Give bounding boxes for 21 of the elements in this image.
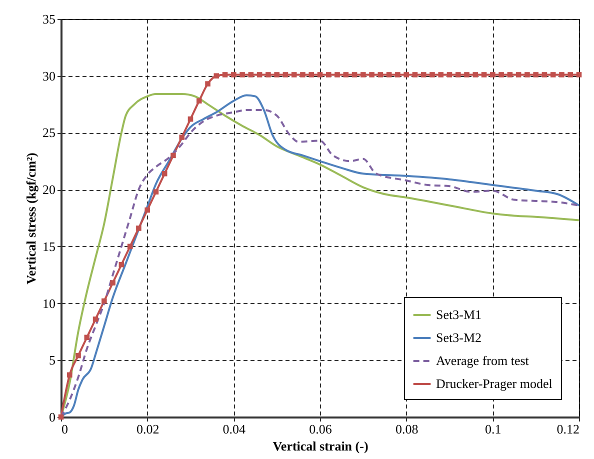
x-tick-label: 0.04 xyxy=(222,422,246,436)
legend-label: Set3-M1 xyxy=(436,307,482,322)
x-axis-title: Vertical strain (-) xyxy=(272,438,368,454)
legend-label: Set3-M2 xyxy=(436,330,482,345)
x-tick-label: 0 xyxy=(62,422,68,436)
y-tick-label: 35 xyxy=(42,12,56,26)
x-tick-label: 0.12 xyxy=(556,422,580,436)
y-tick-label: 30 xyxy=(42,68,56,84)
y-tick-label: 5 xyxy=(49,352,56,368)
x-tick-label: 0.1 xyxy=(485,422,502,436)
y-axis-title: Vertical stress (kgf/cm²) xyxy=(24,152,38,284)
x-tick-label: 0.06 xyxy=(309,422,332,436)
legend-label: Drucker-Prager model xyxy=(436,376,553,391)
legend-label: Average from test xyxy=(436,353,530,368)
x-tick-label: 0.02 xyxy=(136,422,160,436)
x-tick-label: 0.08 xyxy=(395,422,418,436)
y-tick-label: 0 xyxy=(49,410,56,424)
y-tick-label: 15 xyxy=(42,238,56,254)
y-tick-label: 20 xyxy=(42,182,56,198)
y-tick-label: 10 xyxy=(42,296,56,311)
y-tick-label: 25 xyxy=(42,125,56,140)
